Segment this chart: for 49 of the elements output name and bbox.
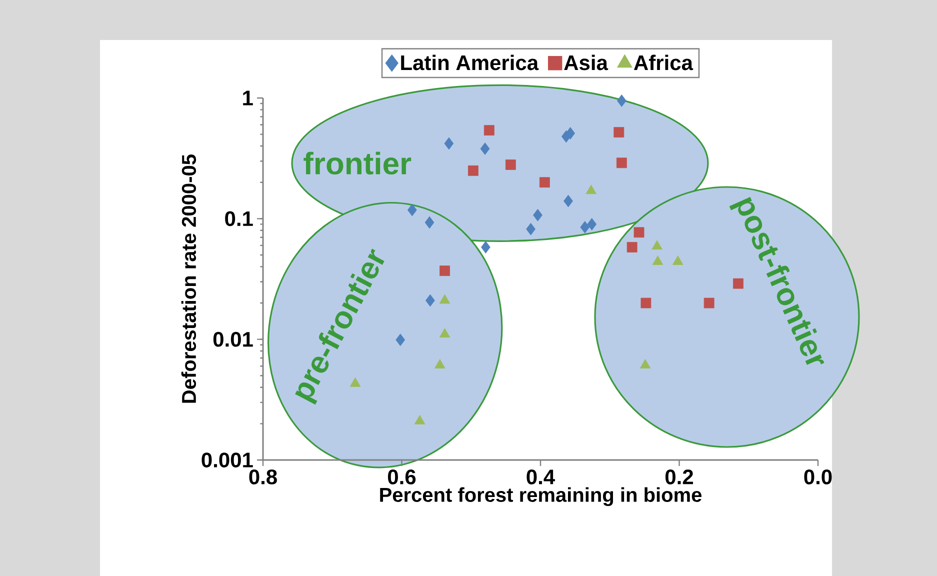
x-tick-label: 0.6: [388, 470, 416, 484]
legend-label: Africa: [634, 54, 694, 70]
annotation: frontier: [304, 152, 412, 175]
point: [566, 127, 576, 140]
x-tick-label: 0.4: [526, 470, 555, 484]
point: [425, 294, 435, 307]
x-axis-title: Percent forest remaining in biome: [380, 487, 702, 506]
point: [587, 218, 597, 230]
point: [439, 328, 450, 338]
point: [526, 222, 536, 236]
point: [439, 294, 450, 304]
point: [539, 177, 550, 188]
point: [480, 241, 490, 254]
point: [434, 359, 446, 368]
point: [414, 414, 426, 424]
point: [407, 204, 417, 216]
point: [580, 220, 590, 234]
y-axis-title: Deforestation rate 2000-05: [181, 154, 196, 403]
point: [652, 240, 662, 250]
point: [396, 334, 406, 346]
point: [652, 255, 664, 265]
legend-label: Latin America: [401, 54, 539, 70]
point: [616, 158, 627, 168]
x-tick-label: 0.2: [665, 470, 693, 484]
x-tick-label: 0.8: [249, 470, 277, 484]
y-tick-label: 0.001: [202, 452, 253, 468]
point: [444, 137, 454, 150]
point: [626, 242, 638, 252]
point: [672, 255, 684, 265]
point: [480, 142, 490, 155]
point: [704, 298, 714, 308]
point: [564, 194, 573, 208]
point: [634, 227, 644, 238]
point: [484, 125, 494, 136]
point: [640, 359, 651, 368]
point: [533, 208, 542, 222]
point: [468, 165, 478, 176]
y-tick-label: 0.1: [225, 211, 253, 226]
point: [640, 298, 652, 308]
point: [505, 160, 516, 170]
y-tick-label: 0.01: [213, 332, 253, 347]
y-tick-label: 1: [243, 90, 253, 106]
legend-label: Asia: [564, 54, 608, 70]
x-tick-label: 0.0: [804, 470, 832, 484]
point: [614, 127, 624, 138]
point: [616, 94, 626, 107]
point: [440, 266, 450, 276]
point: [586, 184, 597, 194]
point: [424, 216, 434, 229]
